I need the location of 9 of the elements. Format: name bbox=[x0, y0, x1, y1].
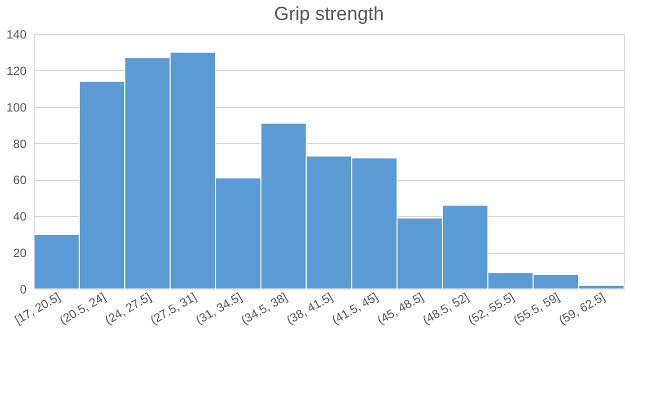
y-tick-label: 40 bbox=[13, 210, 27, 224]
y-tick-label: 100 bbox=[6, 100, 27, 114]
chart-title: Grip strength bbox=[274, 4, 384, 25]
y-tick-label: 80 bbox=[13, 136, 27, 151]
y-tick-label: 20 bbox=[13, 246, 27, 260]
y-tick-label: 140 bbox=[6, 28, 27, 42]
y-tick-label: 60 bbox=[13, 173, 27, 188]
y-tick-label: 0 bbox=[20, 282, 27, 296]
y-tick-label: 120 bbox=[6, 64, 27, 78]
